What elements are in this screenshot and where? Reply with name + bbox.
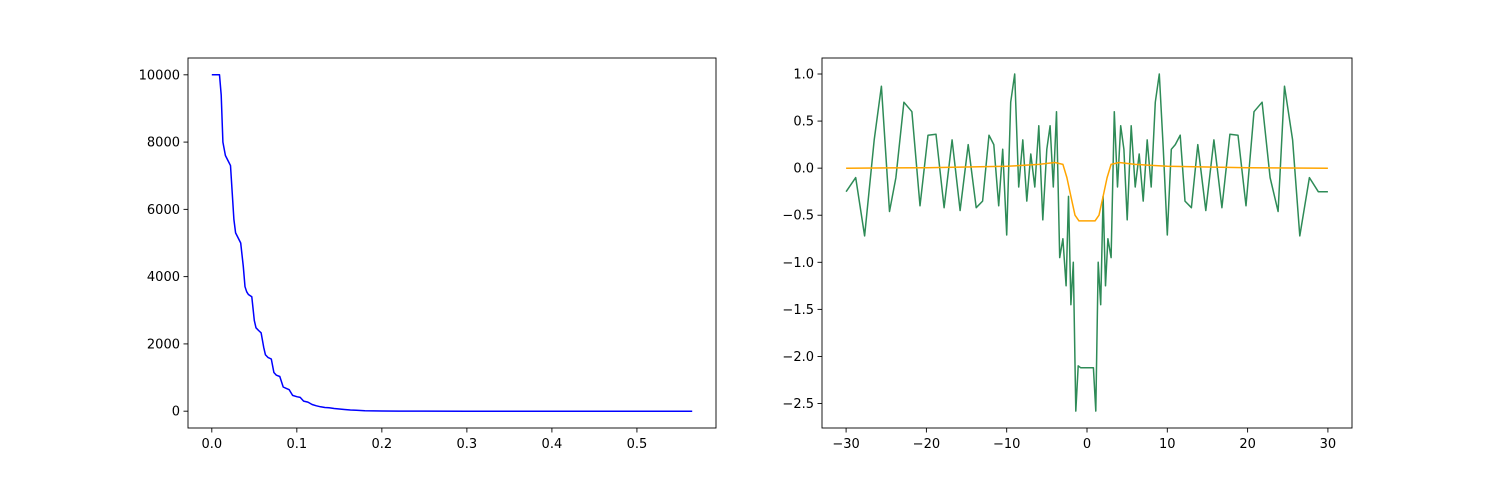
series-line-1	[846, 161, 1328, 222]
y-tick-label: 2000	[147, 337, 180, 352]
series-line-0	[845, 73, 1328, 412]
y-tick-label: −0.5	[782, 209, 814, 224]
chart-left: 0.0 0.1 0.2 0.3 0.4 0.5 0 2000 4000 6000 8000 10000	[139, 57, 717, 452]
y-tick-label: −1.5	[782, 303, 814, 318]
x-tick-label: −30	[832, 437, 859, 452]
x-tick-label: 0.5	[627, 437, 648, 452]
y-tick-label: 4000	[147, 270, 180, 285]
y-tick-label: 8000	[147, 136, 180, 151]
x-tick-label: 0.2	[372, 437, 393, 452]
y-tick-label: 0.5	[793, 115, 814, 130]
chart-right: −30 −20 −10 0 10 20 30 −2.5 −2.0 −1.5 −1.0 −0.5 0.0 0…	[782, 57, 1353, 452]
y-tick-label: 1.0	[793, 68, 814, 83]
x-tick-label: −10	[993, 437, 1020, 452]
y-tick-label: −2.5	[782, 397, 814, 412]
y-tick-label: −1.0	[782, 256, 814, 271]
x-tick-label: 0	[1083, 437, 1091, 452]
y-tick-label: 0.0	[793, 162, 814, 177]
x-tick-label: 0.0	[201, 437, 222, 452]
x-tick-label: 0.1	[286, 437, 307, 452]
x-tick-label: −20	[913, 437, 940, 452]
x-tick-label: 10	[1159, 437, 1176, 452]
y-tick-label: 6000	[147, 203, 180, 218]
y-tick-label: −2.0	[782, 350, 814, 365]
x-tick-label: 30	[1320, 437, 1337, 452]
y-tick-label: 10000	[139, 68, 180, 83]
x-tick-label: 0.4	[542, 437, 563, 452]
x-tick-label: 0.3	[457, 437, 478, 452]
x-tick-label: 20	[1239, 437, 1256, 452]
y-tick-label: 0	[172, 405, 180, 420]
axes-frame	[187, 57, 717, 429]
series-line-0	[211, 74, 693, 412]
